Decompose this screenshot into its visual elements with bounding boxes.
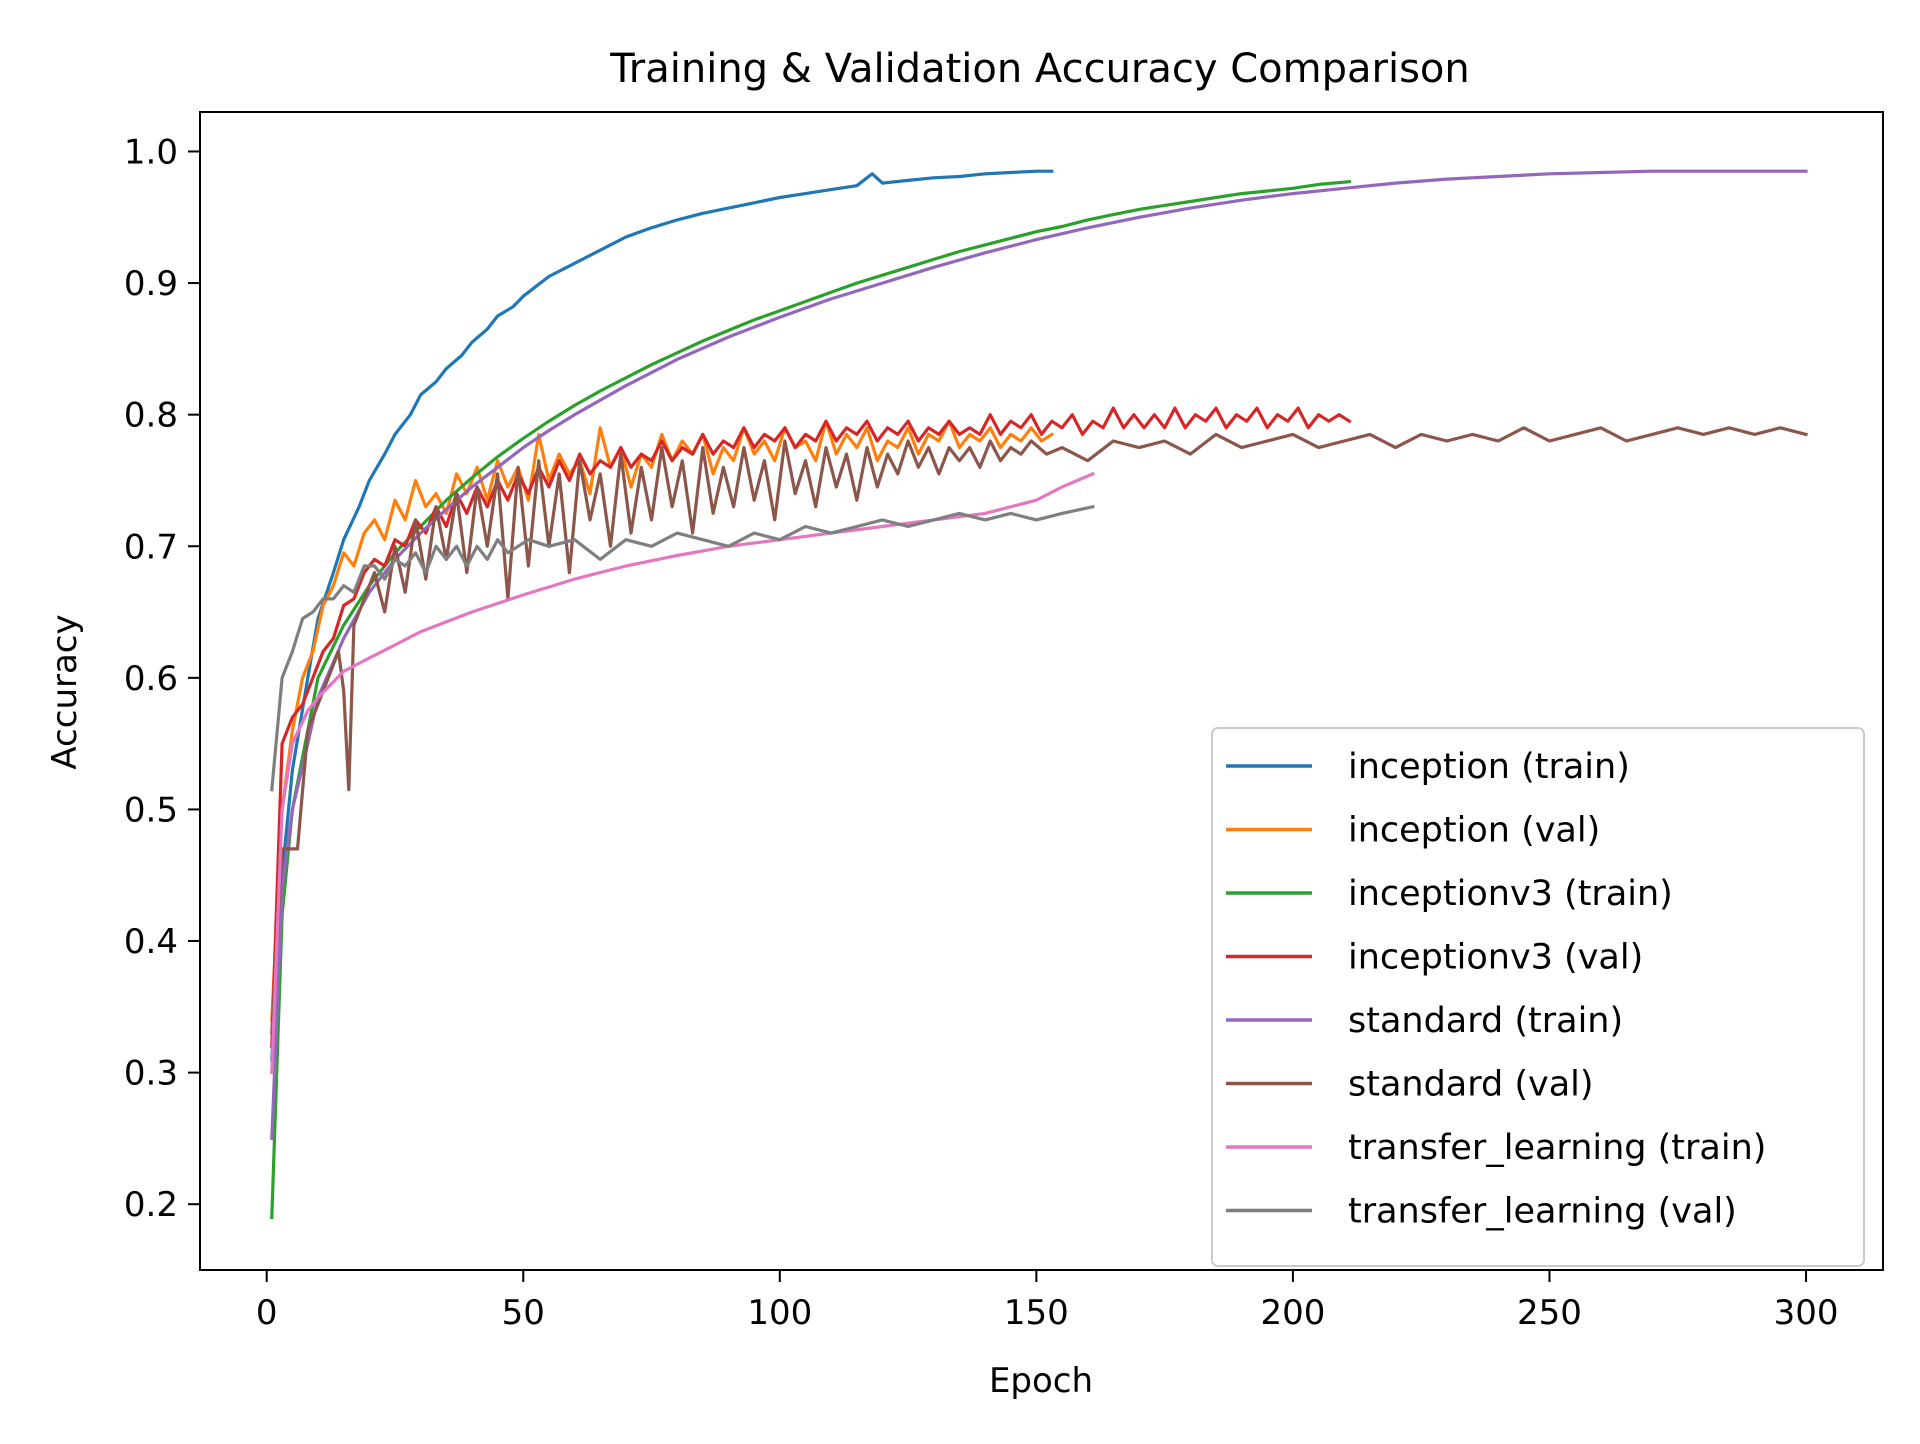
x-tick-label: 100 — [747, 1293, 812, 1333]
series-line-inceptionv3-val — [270, 406, 1352, 1048]
plot-frame — [199, 111, 1884, 1271]
legend-entry-label: standard (val) — [1348, 1065, 1594, 1105]
series-line-transfer-learning-val — [270, 504, 1095, 792]
legend-entry-label: transfer_learning (train) — [1348, 1128, 1766, 1168]
x-tick-label: 150 — [1004, 1293, 1069, 1333]
legend-entry-label: transfer_learning (val) — [1348, 1192, 1737, 1232]
y-axis-ticks: 0.2 0.3 0.4 0.5 0.6 0.7 0.8 0.9 1.0 — [124, 132, 200, 1225]
x-tick-label: 50 — [502, 1293, 545, 1333]
series-line-standard-train — [270, 169, 1808, 1141]
legend-entry-label: inception (train) — [1348, 747, 1630, 787]
series-lines-group — [270, 169, 1808, 1220]
x-axis-ticks: 0 50 100 150 200 250 300 — [256, 1270, 1839, 1333]
legend-entry-label: standard (train) — [1348, 1001, 1623, 1041]
y-tick-label: 0.3 — [124, 1054, 178, 1094]
series-line-inception-val — [270, 419, 1055, 1022]
series-line-transfer-learning-train — [270, 471, 1095, 1075]
y-tick-label: 0.7 — [124, 527, 178, 567]
chart-title: Training & Validation Accuracy Compariso… — [609, 46, 1470, 92]
y-tick-label: 0.2 — [124, 1185, 178, 1225]
y-tick-label: 0.8 — [124, 396, 178, 436]
x-axis-label: Epoch — [989, 1361, 1093, 1401]
y-tick-label: 1.0 — [124, 132, 178, 172]
y-axis-label: Accuracy — [45, 614, 85, 769]
series-line-inceptionv3-train — [270, 179, 1352, 1220]
legend-box — [1211, 727, 1865, 1267]
y-tick-label: 0.6 — [124, 659, 178, 699]
y-tick-label: 0.4 — [124, 922, 178, 962]
x-tick-label: 300 — [1774, 1293, 1839, 1333]
series-line-inception-train — [270, 169, 1054, 1062]
y-tick-label: 0.9 — [124, 264, 178, 304]
legend: inception (train) inception (val) inceptio… — [1211, 727, 1865, 1267]
legend-entry-label: inception (val) — [1348, 811, 1600, 851]
legend-entry-label: inceptionv3 (val) — [1348, 938, 1643, 978]
x-tick-label: 250 — [1517, 1293, 1582, 1333]
y-tick-label: 0.5 — [124, 790, 178, 830]
x-tick-label: 0 — [256, 1293, 278, 1333]
x-tick-label: 200 — [1260, 1293, 1325, 1333]
series-line-standard-val — [270, 426, 1808, 1035]
legend-entry-label: inceptionv3 (train) — [1348, 874, 1673, 914]
